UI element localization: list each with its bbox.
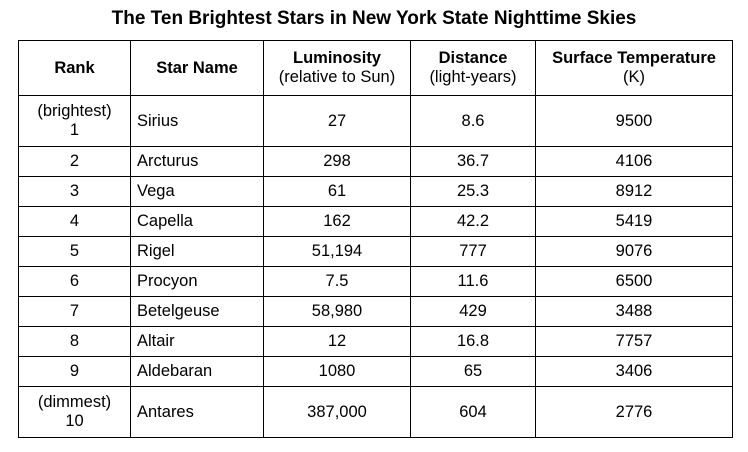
distance: 16.8	[410, 326, 536, 357]
luminosity: 387,000	[263, 386, 411, 438]
star-name: Arcturus	[130, 146, 264, 177]
star-name: Betelgeuse	[130, 296, 264, 327]
column-header: Luminosity (relative to Sun)	[263, 40, 411, 96]
temperature: 3488	[535, 296, 733, 327]
header-label: Distance	[438, 49, 508, 67]
temperature: 9500	[535, 95, 733, 147]
luminosity: 27	[263, 95, 411, 147]
star-name: Rigel	[130, 236, 264, 267]
luminosity: 1080	[263, 356, 411, 387]
header-row: Rank Star Name Luminosity (relative to Sun)…	[18, 40, 733, 96]
temperature: 8912	[535, 176, 733, 207]
rank-cell: 6	[18, 266, 131, 297]
distance: 36.7	[410, 146, 536, 177]
header-label: Luminosity	[292, 49, 381, 67]
distance: 42.2	[410, 206, 536, 237]
star-name: Procyon	[130, 266, 264, 297]
rank-value: 7	[69, 302, 80, 320]
table-row: 9 Aldebaran 1080 65 3406	[18, 356, 733, 387]
rank-value: 3	[69, 182, 80, 200]
distance: 604	[410, 386, 536, 438]
distance: 25.3	[410, 176, 536, 207]
luminosity: 162	[263, 206, 411, 237]
table-row: 7 Betelgeuse 58,980 429 3488	[18, 296, 733, 327]
temperature: 9076	[535, 236, 733, 267]
stars-table: Rank Star Name Luminosity (relative to Sun)…	[18, 40, 733, 438]
distance: 65	[410, 356, 536, 387]
rank-value: 5	[69, 242, 80, 260]
rank-note: (brightest)	[37, 102, 112, 120]
rank-cell: 2	[18, 146, 131, 177]
table-body: (brightest) 1 Sirius 27 8.6 9500 2 Arcturus 298 3…	[18, 95, 733, 438]
column-header: Star Name	[130, 40, 264, 96]
luminosity: 58,980	[263, 296, 411, 327]
table-row: (dimmest) 10 Antares 387,000 604 2776	[18, 386, 733, 438]
distance: 8.6	[410, 95, 536, 147]
rank-cell: 4	[18, 206, 131, 237]
luminosity: 61	[263, 176, 411, 207]
temperature: 2776	[535, 386, 733, 438]
header-sublabel: (light-years)	[429, 68, 517, 86]
table-title: The Ten Brightest Stars in New York Stat…	[111, 8, 637, 29]
star-name: Aldebaran	[130, 356, 264, 387]
temperature: 5419	[535, 206, 733, 237]
temperature: 4106	[535, 146, 733, 177]
header-label: Star Name	[156, 58, 238, 77]
table-row: 4 Capella 162 42.2 5419	[18, 206, 733, 237]
rank-cell: 5	[18, 236, 131, 267]
star-name: Antares	[130, 386, 264, 438]
rank-cell: (dimmest) 10	[18, 386, 131, 438]
header-sublabel: (relative to Sun)	[278, 68, 396, 86]
table-row: (brightest) 1 Sirius 27 8.6 9500	[18, 95, 733, 147]
rank-value: 1	[69, 121, 80, 139]
luminosity: 298	[263, 146, 411, 177]
rank-cell: 8	[18, 326, 131, 357]
rank-value: 8	[69, 332, 80, 350]
table-row: 8 Altair 12 16.8 7757	[18, 326, 733, 357]
table-row: 5 Rigel 51,194 777 9076	[18, 236, 733, 267]
rank-value: 2	[69, 152, 80, 170]
rank-cell: 9	[18, 356, 131, 387]
column-header: Rank	[18, 40, 131, 96]
temperature: 3406	[535, 356, 733, 387]
rank-value: 9	[69, 362, 80, 380]
rank-note: (dimmest)	[37, 393, 112, 411]
rank-cell: 3	[18, 176, 131, 207]
header-label: Surface Temperature	[552, 49, 716, 67]
star-name: Altair	[130, 326, 264, 357]
column-header: Distance (light-years)	[410, 40, 536, 96]
table-row: 3 Vega 61 25.3 8912	[18, 176, 733, 207]
rank-value: 10	[65, 412, 84, 430]
star-name: Sirius	[130, 95, 264, 147]
table-row: 6 Procyon 7.5 11.6 6500	[18, 266, 733, 297]
star-name: Vega	[130, 176, 264, 207]
temperature: 7757	[535, 326, 733, 357]
luminosity: 51,194	[263, 236, 411, 267]
distance: 11.6	[410, 266, 536, 297]
header-sublabel: (K)	[623, 68, 645, 86]
rank-value: 6	[69, 272, 80, 290]
distance: 777	[410, 236, 536, 267]
distance: 429	[410, 296, 536, 327]
luminosity: 12	[263, 326, 411, 357]
table-row: 2 Arcturus 298 36.7 4106	[18, 146, 733, 177]
rank-cell: 7	[18, 296, 131, 327]
header-label: Rank	[54, 58, 95, 77]
rank-value: 4	[69, 212, 80, 230]
temperature: 6500	[535, 266, 733, 297]
column-header: Surface Temperature (K)	[535, 40, 733, 96]
rank-cell: (brightest) 1	[18, 95, 131, 147]
luminosity: 7.5	[263, 266, 411, 297]
star-name: Capella	[130, 206, 264, 237]
